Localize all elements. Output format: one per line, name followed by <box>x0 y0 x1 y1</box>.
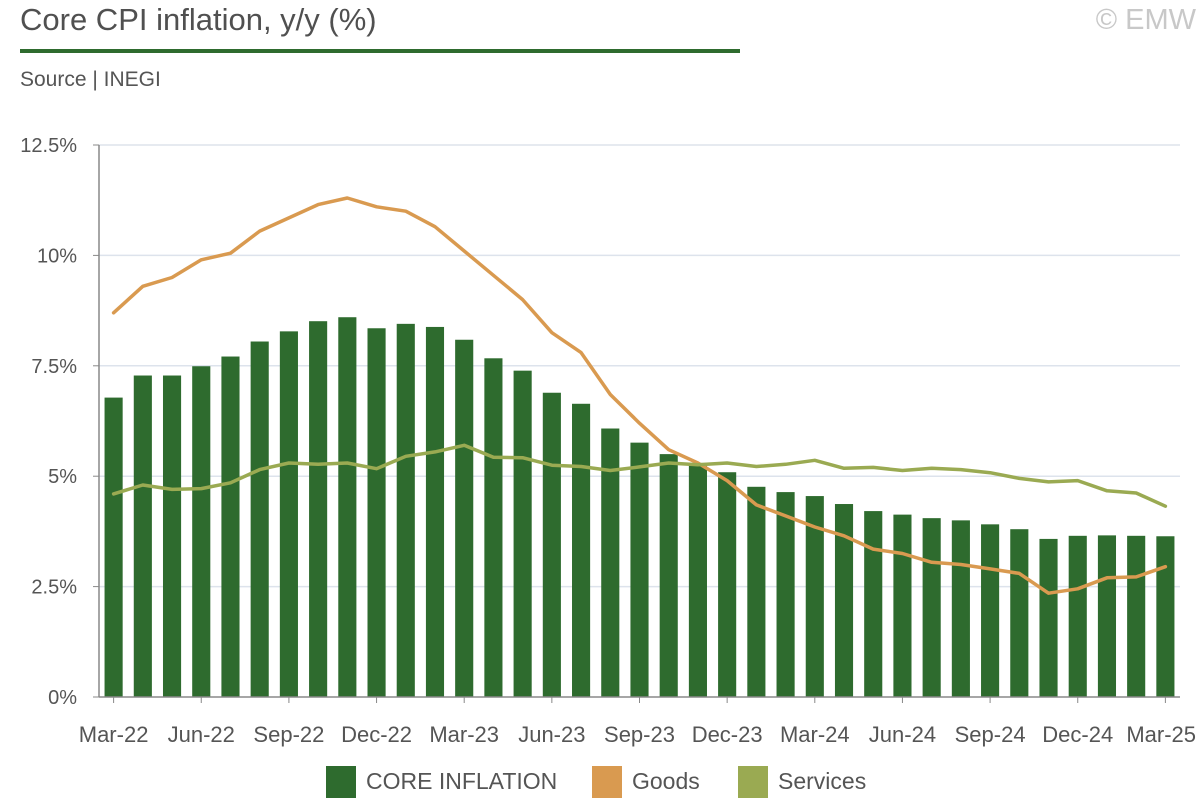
bar-core-inflation <box>747 486 766 697</box>
title-underline <box>20 49 740 53</box>
x-tick-label: Dec-24 <box>1042 722 1113 747</box>
bar-core-inflation <box>1068 535 1087 697</box>
y-tick-label: 12.5% <box>20 135 77 157</box>
source-note: Source | INEGI <box>20 68 161 91</box>
y-tick-label: 2.5% <box>31 577 77 599</box>
chart-plot: 0% 2.5% 5% 7.5% 10% 12.5% Mar-22 Jun-22 Sep-22 De… <box>20 135 1196 747</box>
chart-title: Core CPI inflation, y/y (%) <box>20 2 377 37</box>
copyright-mark: © EMW <box>1095 4 1196 36</box>
bar-core-inflation <box>630 442 649 697</box>
bar-core-inflation <box>601 428 620 697</box>
x-tick-label: Jun-24 <box>869 722 936 747</box>
bar-core-inflation <box>1156 536 1175 697</box>
x-tick-label: Dec-23 <box>692 722 763 747</box>
bar-core-inflation <box>572 403 591 697</box>
y-tick-label: 5% <box>48 466 77 488</box>
x-tick-label: Mar-25 <box>1126 722 1196 747</box>
bar-core-inflation <box>133 375 152 697</box>
bar-core-inflation <box>513 370 532 697</box>
bar-core-inflation <box>805 496 824 697</box>
bar-core-inflation <box>981 524 1000 697</box>
bar-core-inflation <box>221 356 240 697</box>
legend-label-goods: Goods <box>632 768 700 794</box>
bar-core-inflation <box>1039 538 1058 697</box>
bar-core-inflation <box>718 472 737 697</box>
series-line-goods <box>111 196 1168 595</box>
bar-core-inflation <box>250 341 269 697</box>
x-tick-label: Mar-22 <box>79 722 149 747</box>
bar-core-inflation <box>367 328 386 697</box>
y-tick-label: 0% <box>48 687 77 709</box>
bar-core-inflation <box>279 331 298 697</box>
x-tick-label: Sep-23 <box>604 722 675 747</box>
x-tick-label: Mar-24 <box>780 722 850 747</box>
legend-swatch-core <box>326 766 356 798</box>
y-tick-label: 10% <box>37 245 77 267</box>
bar-core-inflation <box>104 397 123 697</box>
bar-core-inflation <box>688 462 707 697</box>
bar-core-inflation <box>1097 535 1117 697</box>
x-tick-label: Mar-23 <box>429 722 499 747</box>
bar-core-inflation <box>162 375 182 697</box>
bar-core-inflation <box>659 454 678 697</box>
y-tick-label: 7.5% <box>31 356 77 378</box>
bar-core-inflation <box>951 520 970 697</box>
bar-core-inflation <box>309 321 328 697</box>
bar-core-inflation <box>922 518 941 697</box>
bar-core-inflation <box>338 317 357 697</box>
x-tick-label: Jun-23 <box>518 722 585 747</box>
legend-label-core: CORE INFLATION <box>366 768 558 794</box>
bar-core-inflation <box>1010 529 1029 697</box>
bar-core-inflation <box>776 492 795 697</box>
x-tick-label: Sep-22 <box>253 722 324 747</box>
legend: CORE INFLATION Goods Services <box>0 764 1200 800</box>
bar-core-inflation <box>893 514 912 697</box>
bar-core-inflation <box>455 339 474 697</box>
bar-core-inflation <box>192 366 211 697</box>
bar-core-inflation <box>484 358 503 697</box>
bar-core-inflation <box>864 511 883 697</box>
bar-core-inflation <box>834 504 854 697</box>
bar-core-inflation <box>396 323 415 697</box>
bar-core-inflation <box>542 392 561 697</box>
bar-core-inflation <box>1127 535 1146 697</box>
bar-core-inflation <box>425 326 445 697</box>
legend-swatch-goods <box>592 766 622 798</box>
series-line-services <box>111 443 1168 508</box>
legend-swatch-services <box>738 766 768 798</box>
x-tick-label: Sep-24 <box>955 722 1026 747</box>
x-tick-label: Dec-22 <box>341 722 412 747</box>
x-tick-label: Jun-22 <box>168 722 235 747</box>
legend-label-services: Services <box>778 768 867 794</box>
